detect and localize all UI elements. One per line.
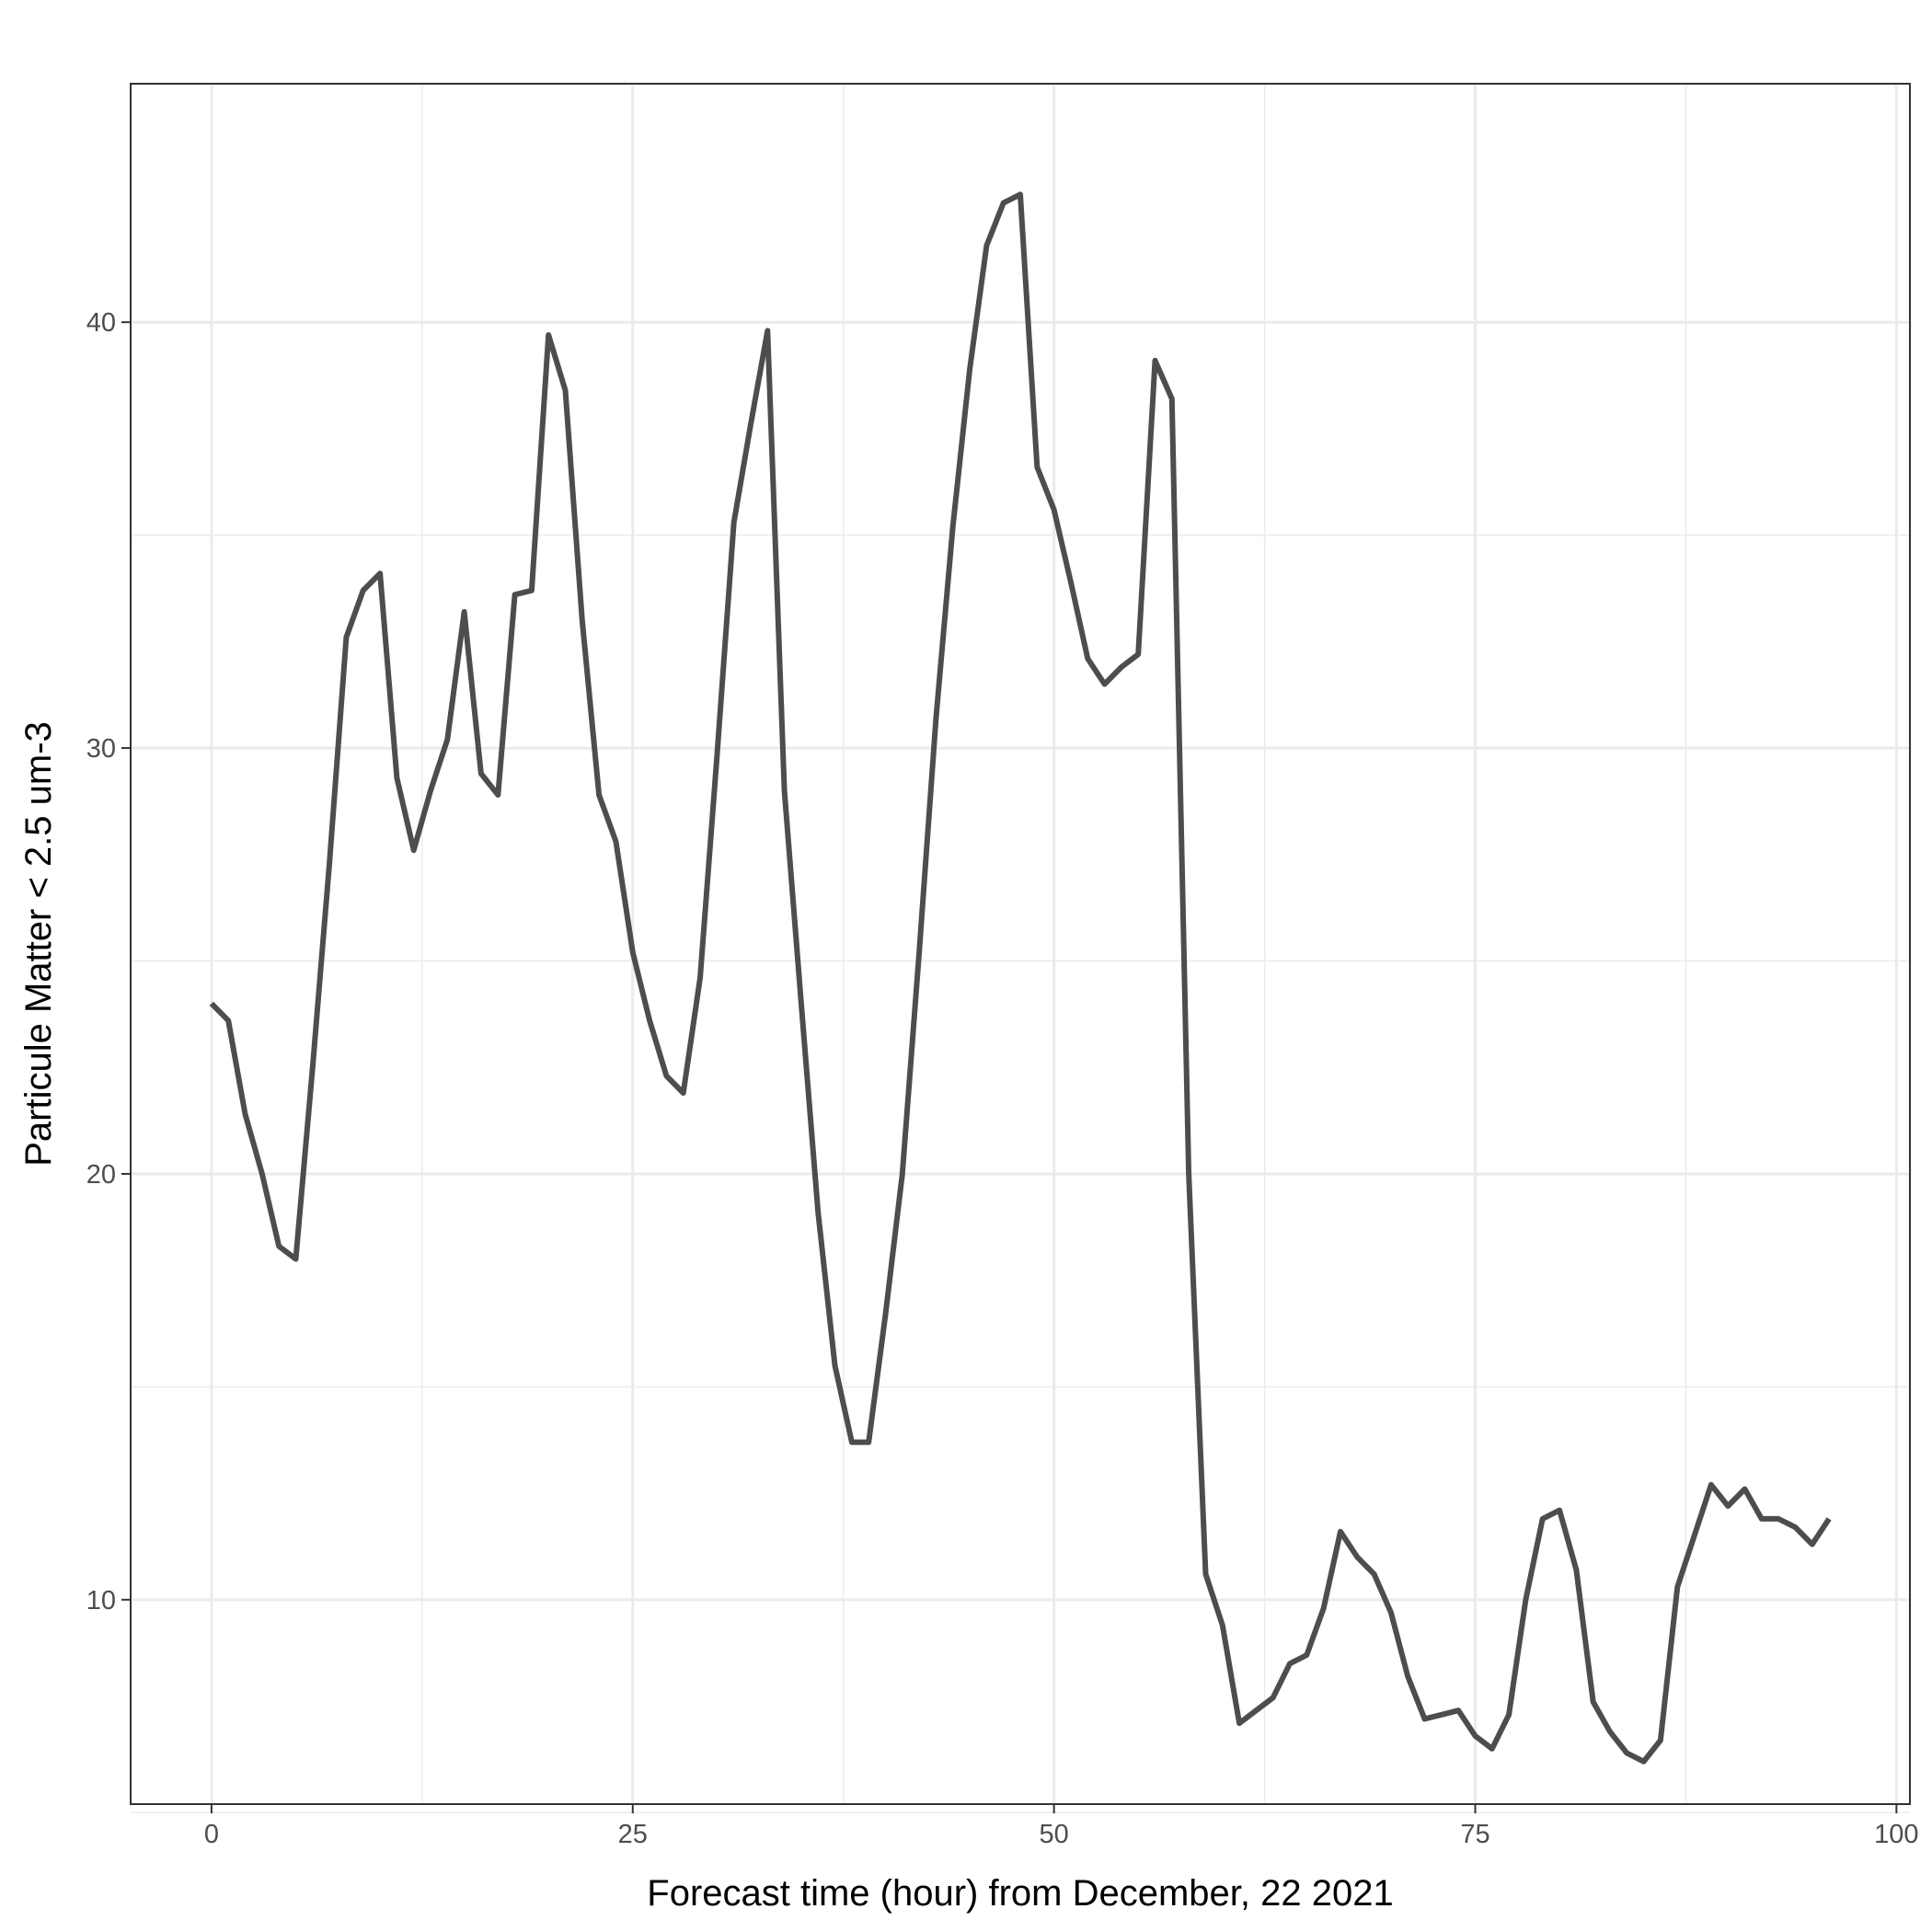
series-layer <box>209 191 1832 1765</box>
x-tick-label: 25 <box>618 1820 648 1849</box>
y-axis: 10 20 30 40 <box>86 308 131 1616</box>
minor-gridlines <box>131 84 1910 1814</box>
y-tick-label: 20 <box>86 1160 116 1190</box>
x-tick-label: 75 <box>1460 1820 1489 1849</box>
plot-border <box>130 83 1911 1805</box>
x-tick-label: 100 <box>1874 1820 1918 1849</box>
plot-panel <box>131 84 1910 1804</box>
x-tick-label: 0 <box>204 1820 219 1849</box>
series-line <box>209 191 1832 1765</box>
y-tick-label: 40 <box>86 308 116 338</box>
x-tick-label: 50 <box>1039 1820 1068 1849</box>
y-tick-label: 10 <box>86 1586 116 1616</box>
x-axis: 0 25 50 75 100 <box>204 1804 1919 1849</box>
x-axis-title: Forecast time (hour) from December, 22 2… <box>647 1873 1393 1914</box>
y-axis-title: Particule Matter < 2.5 um-3 <box>18 721 59 1167</box>
y-tick-label: 30 <box>86 734 116 764</box>
